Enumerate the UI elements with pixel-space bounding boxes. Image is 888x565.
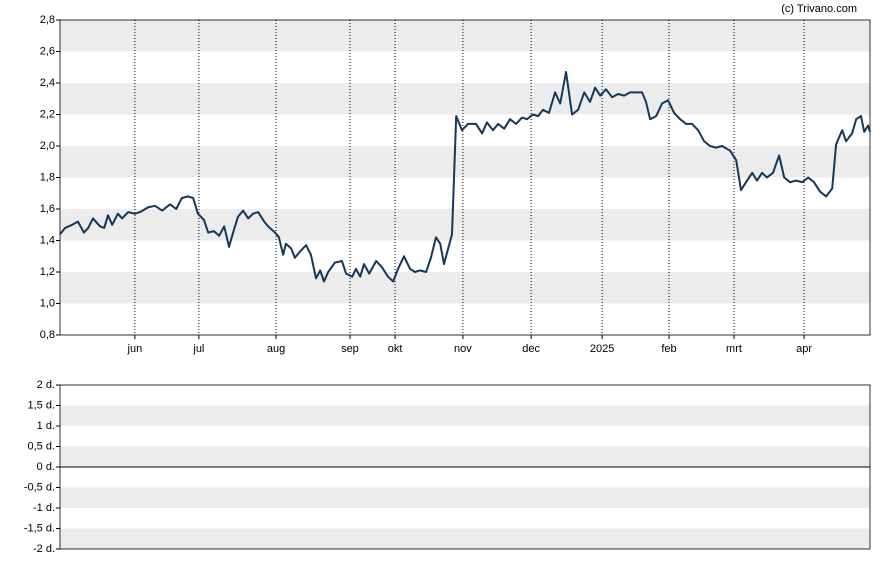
x-tick-label: okt <box>388 343 403 355</box>
y-tick-label: 0,8 <box>40 329 55 341</box>
y-tick-label: 2 d. <box>37 379 55 391</box>
x-tick-label: 2025 <box>590 343 614 355</box>
y-tick-label: 2,4 <box>40 77 55 89</box>
y-tick-label: 0 d. <box>37 461 55 473</box>
x-tick-label: dec <box>522 343 540 355</box>
y-tick-label: 1 d. <box>37 420 55 432</box>
x-tick-label: aug <box>267 343 285 355</box>
grid-band <box>60 209 870 241</box>
source-credit: (c) Trivano.com <box>781 3 857 15</box>
price-line <box>59 71 871 283</box>
y-tick-label: 2,2 <box>40 108 55 120</box>
grid-band <box>60 146 870 178</box>
x-tick-label: feb <box>661 343 676 355</box>
y-tick-label: 1,2 <box>40 266 55 278</box>
x-tick-label: sep <box>341 343 359 355</box>
y-tick-label: 1,4 <box>40 234 55 246</box>
plot-border <box>59 19 871 336</box>
grid-band <box>60 272 870 304</box>
y-tick-label: 2,6 <box>40 45 55 57</box>
grid-band <box>60 487 870 508</box>
grid-band <box>60 405 870 426</box>
grid-band <box>60 528 870 549</box>
y-tick-label: 0,5 d. <box>27 440 55 452</box>
x-tick-label: apr <box>796 343 812 355</box>
y-tick-label: 1,8 <box>40 171 55 183</box>
grid-band <box>60 83 870 115</box>
x-tick-label: nov <box>454 343 472 355</box>
x-tick-label: mrt <box>726 343 742 355</box>
grid-band <box>60 20 870 52</box>
y-tick-label: 1,0 <box>40 297 55 309</box>
y-tick-label: 2,8 <box>40 14 55 26</box>
grid-band <box>60 446 870 467</box>
plot-border <box>59 384 871 550</box>
y-tick-label: 1,5 d. <box>27 399 55 411</box>
y-tick-label: -0,5 d. <box>24 481 55 493</box>
x-tick-label: jun <box>127 343 143 355</box>
y-tick-label: -2 d. <box>33 543 55 555</box>
y-tick-label: 2,0 <box>40 140 55 152</box>
y-tick-label: 1,6 <box>40 203 55 215</box>
y-tick-label: -1,5 d. <box>24 522 55 534</box>
y-tick-label: -1 d. <box>33 502 55 514</box>
x-tick-label: jul <box>192 343 204 355</box>
